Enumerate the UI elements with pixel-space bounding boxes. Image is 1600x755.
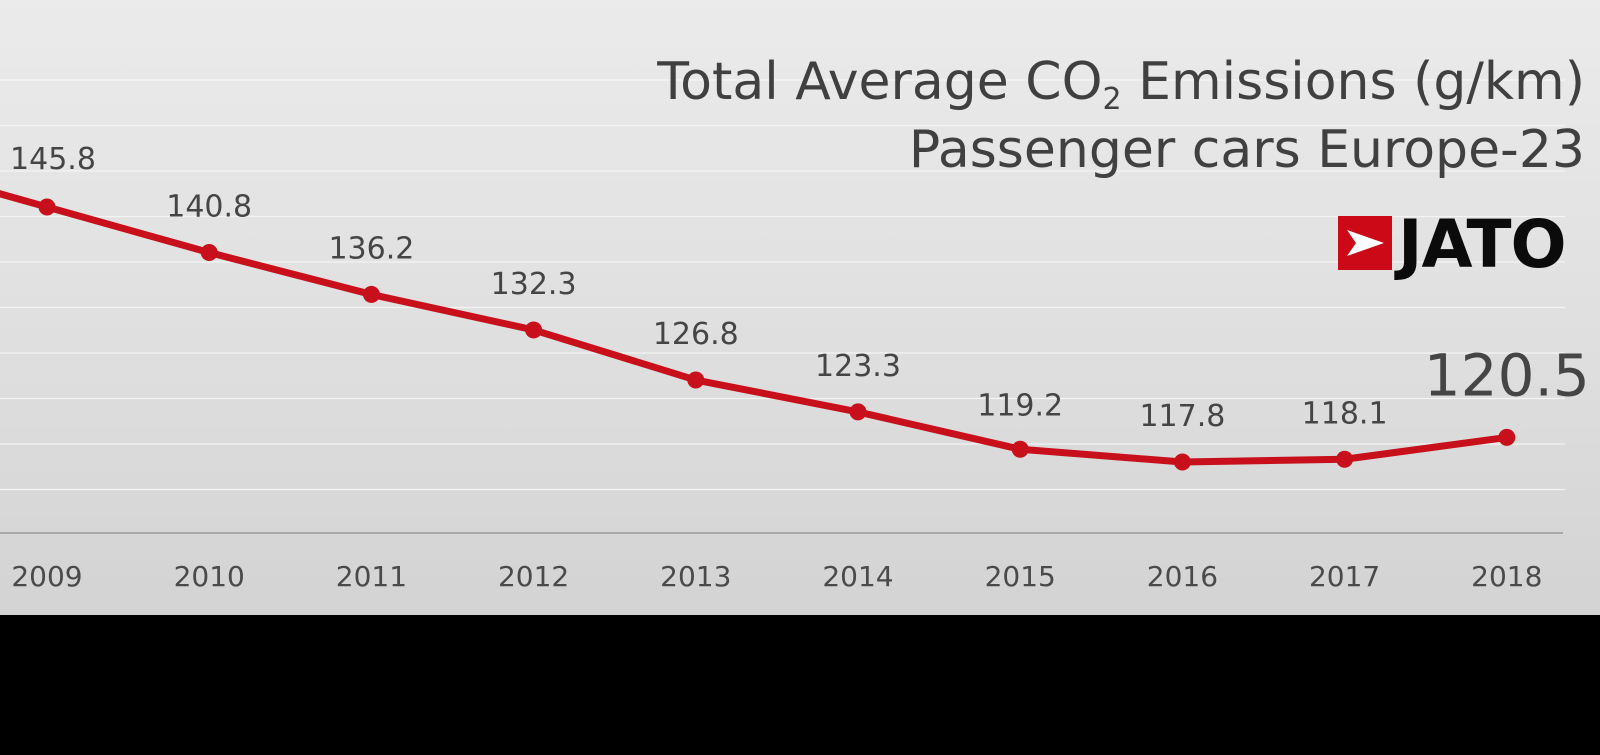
x-tick-label-2016: 2016 bbox=[1147, 560, 1218, 593]
data-label-2012: 132.3 bbox=[491, 267, 577, 302]
bottom-band bbox=[0, 615, 1600, 755]
data-point-2011 bbox=[362, 285, 380, 303]
jato-arrow-icon bbox=[1338, 216, 1392, 270]
data-label-2010: 140.8 bbox=[166, 190, 252, 225]
data-label-2014: 123.3 bbox=[815, 349, 901, 384]
data-label-2017: 118.1 bbox=[1302, 396, 1388, 431]
data-point-2012 bbox=[525, 321, 543, 339]
data-point-2016 bbox=[1173, 453, 1191, 471]
x-tick-label-2009: 2009 bbox=[11, 560, 82, 593]
x-tick-label-2010: 2010 bbox=[174, 560, 245, 593]
title-line-1-prefix: Total Average CO bbox=[657, 52, 1103, 112]
x-tick-label-2017: 2017 bbox=[1309, 560, 1380, 593]
title-line-1-suffix: Emissions (g/km) bbox=[1121, 52, 1585, 112]
emissions-line-chart: 145.8 2009 140.8 2010 136.2 2011 132.3 2012 126.… bbox=[0, 79, 1590, 593]
data-label-2013: 126.8 bbox=[653, 317, 739, 352]
x-tick-label-2011: 2011 bbox=[336, 560, 407, 593]
x-tick-label-2018: 2018 bbox=[1471, 560, 1542, 593]
x-tick-label-2013: 2013 bbox=[660, 560, 731, 593]
series-line bbox=[0, 190, 1511, 466]
jato-logo: JATO bbox=[1338, 206, 1583, 283]
x-tick-label-2012: 2012 bbox=[498, 560, 569, 593]
data-label-2011: 136.2 bbox=[328, 231, 414, 266]
data-label-2015: 119.2 bbox=[977, 388, 1063, 423]
data-point-2010 bbox=[200, 244, 218, 262]
data-label-2018: 120.5 bbox=[1424, 341, 1590, 409]
title-line-1: Total Average CO2 Emissions (g/km) bbox=[657, 48, 1585, 116]
title-line-2: Passenger cars Europe-23 bbox=[908, 120, 1585, 180]
x-tick-label-2015: 2015 bbox=[985, 560, 1056, 593]
chart-title: Total Average CO2 Emissions (g/km) Passe… bbox=[657, 48, 1585, 184]
data-point-2015 bbox=[1011, 440, 1029, 458]
data-point-2013 bbox=[687, 371, 705, 389]
logo-text: JATO bbox=[1398, 206, 1567, 283]
title-subscript: 2 bbox=[1102, 82, 1122, 117]
data-point-2018 bbox=[1498, 428, 1516, 446]
data-label-2016: 117.8 bbox=[1139, 399, 1225, 434]
data-point-2014 bbox=[849, 403, 867, 421]
x-tick-label-2014: 2014 bbox=[822, 560, 893, 593]
chart-panel: 145.8 2009 140.8 2010 136.2 2011 132.3 2012 126.… bbox=[0, 0, 1600, 615]
data-label-2009: 145.8 bbox=[10, 142, 96, 177]
data-point-2009 bbox=[38, 198, 56, 216]
data-point-2017 bbox=[1336, 450, 1354, 468]
